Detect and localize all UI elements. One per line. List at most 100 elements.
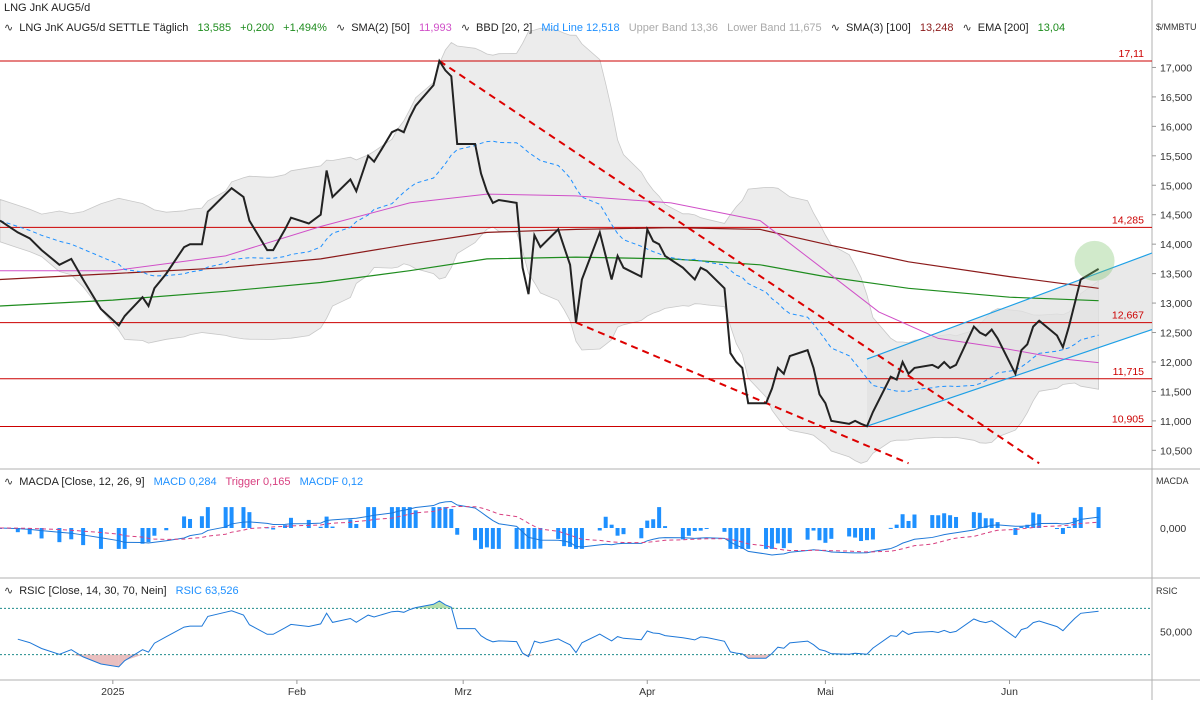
macd-histogram-bar — [443, 507, 448, 528]
price-tick-label: 11,000 — [1160, 416, 1191, 428]
macd-histogram-bar — [645, 520, 650, 528]
macd-histogram-bar — [57, 528, 62, 543]
x-tick-label: Apr — [639, 686, 656, 698]
rsi-axis-label: RSIC — [1156, 586, 1178, 596]
macd-histogram-bar — [621, 528, 626, 535]
wave-icon: ∿ — [4, 585, 14, 597]
instrument-label: LNG JnK AUG5/d SETTLE Täglich — [19, 22, 189, 34]
macd-histogram-bar — [954, 516, 959, 528]
wave-icon: ∿ — [4, 476, 14, 488]
macd-histogram-bar — [603, 516, 608, 528]
macd-histogram-bar — [318, 526, 323, 528]
macd-histogram-bar — [401, 507, 406, 528]
macd-histogram-bar — [1031, 512, 1036, 528]
macd-histogram-bar — [746, 528, 751, 549]
macd-histogram-bar — [639, 528, 644, 539]
macd-histogram-bar — [1072, 517, 1077, 528]
macd-histogram-bar — [936, 515, 941, 528]
macd-histogram-bar — [775, 528, 780, 544]
macd-histogram-bar — [829, 528, 834, 539]
macd-histogram-bar — [514, 528, 519, 549]
macd-histogram-bar — [686, 528, 691, 536]
downtrend-line-lower — [575, 321, 909, 465]
macd-histogram-bar — [241, 507, 246, 528]
macd-histogram-bar — [579, 528, 584, 549]
macd-histogram-bar — [247, 512, 252, 528]
macd-histogram-bar — [942, 513, 947, 528]
macd-histogram-bar — [271, 528, 276, 530]
macd-histogram-bar — [698, 528, 703, 531]
macd-histogram-bar — [199, 516, 204, 528]
rsi-overbought-fill — [439, 600, 446, 609]
macd-histogram-bar — [146, 528, 151, 543]
sma100-label: SMA(3) [100] — [845, 22, 911, 34]
macd-histogram-bar — [870, 528, 875, 540]
macd-histogram-bar — [449, 508, 454, 528]
wave-icon: ∿ — [460, 22, 471, 34]
macd-line — [0, 500, 1099, 556]
macd-histogram-bar — [609, 524, 614, 528]
wave-icon: ∿ — [4, 22, 14, 34]
rsi-oversold-fill — [748, 654, 767, 659]
price-tick-label: 13,000 — [1160, 298, 1192, 310]
level-label: 17,11 — [1119, 48, 1145, 60]
macd-histogram-bar — [906, 520, 911, 528]
trigger-line — [0, 505, 1099, 553]
macd-histogram-bar — [948, 515, 953, 528]
macd-histogram-bar — [407, 507, 412, 528]
macd-histogram-bar — [1025, 524, 1030, 528]
macd-histogram-bar — [692, 528, 697, 532]
macd-histogram-bar — [597, 528, 602, 531]
macd-histogram-bar — [27, 528, 32, 535]
macd-histogram-bar — [764, 528, 769, 549]
ema-value: 13,04 — [1037, 22, 1066, 34]
macd-histogram-bar — [478, 528, 483, 549]
macd-histogram-bar — [330, 526, 335, 528]
macd-histogram-bar — [413, 510, 418, 528]
bbd-upper-value: Upper Band 13,36 — [628, 22, 719, 34]
macd-histogram-bar — [205, 507, 210, 528]
level-label: 10,905 — [1112, 413, 1144, 425]
rsi-oversold-fill — [100, 654, 119, 667]
macd-histogram-bar — [568, 528, 573, 547]
macd-histogram-bar — [455, 528, 460, 535]
level-label: 14,285 — [1112, 214, 1144, 226]
macd-histogram-bar — [971, 512, 976, 528]
macd-histogram-bar — [188, 518, 193, 528]
macd-histogram-bar — [1078, 507, 1083, 528]
level-label: 11,715 — [1113, 366, 1144, 378]
macd-histogram-bar — [538, 528, 543, 549]
price-tick-label: 16,000 — [1160, 121, 1192, 133]
price-tick-label: 12,000 — [1160, 357, 1192, 369]
sma50-value: 11,993 — [418, 22, 452, 34]
macd-histogram-bar — [1019, 526, 1024, 528]
window-title: LNG JnK AUG5/d — [4, 2, 91, 14]
macd-histogram-bar — [288, 517, 293, 528]
macd-histogram-bar — [983, 518, 988, 528]
macd-header: ∿ MACDA [Close, 12, 26, 9] MACD 0,284 Tri… — [4, 475, 369, 488]
macd-histogram-bar — [1054, 528, 1059, 529]
macd-histogram-bar — [1013, 528, 1018, 535]
macd-histogram-bar — [122, 528, 127, 549]
price-tick-label: 15,000 — [1160, 180, 1192, 192]
macd-histogram-bar — [1066, 526, 1071, 528]
change-pct-value: +1,494% — [283, 22, 327, 34]
macd-histogram-bar — [805, 528, 810, 540]
wave-icon: ∿ — [830, 22, 840, 34]
macd-histogram-bar — [354, 524, 359, 528]
rsi-tick-label: 50,000 — [1160, 627, 1192, 639]
wave-icon: ∿ — [335, 22, 346, 34]
macd-histogram-bar — [556, 528, 561, 539]
rsi-oversold-fill — [522, 654, 529, 657]
rsi-overbought-fill — [451, 607, 458, 609]
macd-axis-label: MACDA — [1156, 476, 1189, 486]
macd-histogram-bar — [490, 528, 495, 549]
macd-histogram-bar — [39, 528, 44, 539]
macd-histogram-bar — [651, 519, 656, 528]
macd-histogram-bar — [395, 507, 400, 528]
rsi-overbought-fill — [433, 600, 440, 609]
price-line — [0, 58, 1100, 428]
wave-icon: ∿ — [962, 22, 972, 34]
macd-histogram-bar — [473, 528, 478, 541]
